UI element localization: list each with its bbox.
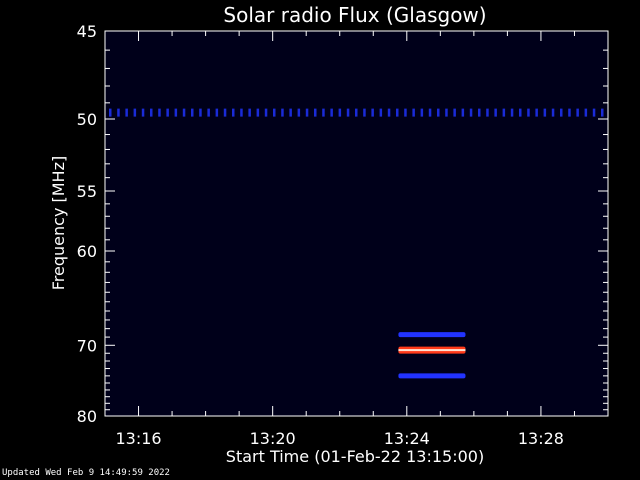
y-tick-label: 70 bbox=[77, 336, 97, 355]
y-tick-label: 45 bbox=[77, 22, 97, 41]
feature-dot bbox=[248, 108, 251, 117]
feature-dot bbox=[117, 108, 120, 117]
dotted-feature bbox=[109, 108, 604, 117]
feature-dot bbox=[330, 108, 333, 117]
feature-dot bbox=[166, 108, 169, 117]
feature-dot bbox=[437, 108, 440, 117]
feature-dot bbox=[445, 108, 448, 117]
feature-dot bbox=[576, 108, 579, 117]
x-tick-label: 13:16 bbox=[115, 429, 161, 448]
feature-dot bbox=[174, 108, 178, 117]
feature-dot bbox=[469, 108, 473, 117]
feature-dot bbox=[150, 108, 153, 117]
feature-dot bbox=[338, 108, 342, 117]
feature-dot bbox=[256, 108, 260, 117]
feature-dot bbox=[133, 108, 137, 117]
y-tick-label: 60 bbox=[77, 242, 97, 261]
feature-dot bbox=[314, 108, 317, 117]
feature-dot bbox=[355, 108, 358, 117]
feature-dot bbox=[396, 108, 399, 117]
feature-dot bbox=[428, 108, 432, 117]
x-tick-label: 13:20 bbox=[250, 429, 296, 448]
feature-dot bbox=[486, 108, 489, 117]
feature-dot bbox=[535, 108, 538, 117]
feature-dot bbox=[158, 108, 161, 117]
feature-dot bbox=[527, 108, 530, 117]
x-axis-label: Start Time (01-Feb-22 13:15:00) bbox=[226, 447, 484, 466]
feature-dot bbox=[461, 108, 465, 117]
feature-dot bbox=[240, 108, 243, 117]
feature-dot bbox=[273, 108, 276, 117]
feature-dot bbox=[478, 108, 481, 117]
y-tick-label: 50 bbox=[77, 110, 97, 129]
feature-dot bbox=[346, 108, 350, 117]
feature-band bbox=[398, 373, 466, 379]
feature-dot bbox=[412, 108, 415, 117]
x-tick-label: 13:28 bbox=[518, 429, 564, 448]
feature-dot bbox=[264, 108, 268, 117]
feature-dot bbox=[551, 108, 555, 117]
feature-dot bbox=[584, 108, 588, 117]
feature-band bbox=[398, 332, 466, 338]
y-tick-label: 55 bbox=[77, 182, 97, 201]
feature-dot bbox=[568, 108, 571, 117]
feature-dot bbox=[289, 108, 292, 117]
feature-dot bbox=[141, 108, 145, 117]
y-axis: 45 50 55 60 70 80 bbox=[77, 22, 608, 426]
feature-dot bbox=[420, 108, 424, 117]
feature-dot bbox=[519, 108, 522, 117]
feature-dot bbox=[125, 108, 128, 117]
feature-dot bbox=[305, 108, 309, 117]
chart-title: Solar radio Flux (Glasgow) bbox=[223, 3, 486, 27]
feature-dot bbox=[560, 108, 563, 117]
feature-dot bbox=[453, 108, 456, 117]
feature-dot bbox=[322, 108, 325, 117]
feature-dot bbox=[215, 108, 219, 117]
feature-dot bbox=[510, 108, 514, 117]
spectrogram-features bbox=[109, 108, 604, 379]
plot-frame bbox=[104, 30, 609, 417]
x-axis: 13:16 13:20 13:24 13:28 bbox=[104, 31, 609, 448]
feature-dot bbox=[592, 108, 596, 117]
y-tick-label: 80 bbox=[77, 407, 97, 426]
feature-dot bbox=[404, 108, 407, 117]
feature-dot bbox=[379, 108, 383, 117]
plot-area bbox=[105, 31, 608, 416]
feature-dot bbox=[109, 108, 112, 117]
feature-dot bbox=[371, 108, 374, 117]
feature-dot bbox=[281, 108, 284, 117]
x-tick-label: 13:24 bbox=[384, 429, 430, 448]
feature-dot bbox=[297, 108, 301, 117]
feature-dot bbox=[494, 108, 497, 117]
feature-dot bbox=[199, 108, 202, 117]
feature-dot bbox=[387, 108, 391, 117]
feature-dot bbox=[182, 108, 186, 117]
feature-dot bbox=[543, 108, 547, 117]
feature-dot bbox=[207, 108, 210, 117]
feature-dot bbox=[223, 108, 227, 117]
feature-dot bbox=[191, 108, 194, 117]
y-axis-label: Frequency [MHz] bbox=[49, 156, 68, 290]
update-timestamp: Updated Wed Feb 9 14:49:59 2022 bbox=[2, 468, 170, 478]
feature-dot bbox=[502, 108, 506, 117]
feature-dot bbox=[601, 108, 604, 117]
feature-band-core bbox=[398, 349, 466, 352]
feature-dot bbox=[363, 108, 366, 117]
feature-dot bbox=[232, 108, 235, 117]
